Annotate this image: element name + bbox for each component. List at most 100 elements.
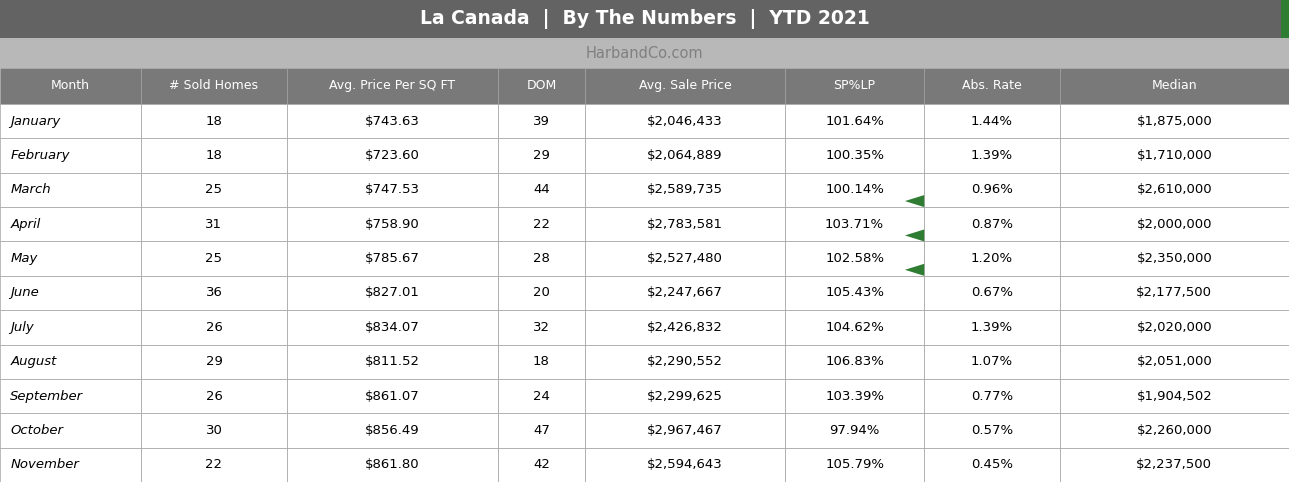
Text: 25: 25 [205,252,223,265]
Text: July: July [10,321,34,334]
Bar [585,207,785,241]
Bar [785,310,924,345]
Bar [924,207,1060,241]
Text: $827.01: $827.01 [365,286,420,299]
Bar [585,379,785,413]
Bar [1060,310,1289,345]
Text: $2,527,480: $2,527,480 [647,252,723,265]
Bar [498,104,585,138]
Text: 0.57%: 0.57% [971,424,1013,437]
Text: 102.58%: 102.58% [825,252,884,265]
Text: 0.77%: 0.77% [971,389,1013,402]
Text: $861.80: $861.80 [365,458,420,471]
Bar [498,173,585,207]
Text: 1.39%: 1.39% [971,149,1013,162]
Bar [785,379,924,413]
Text: 39: 39 [532,115,550,128]
Text: 18: 18 [205,149,223,162]
Text: April: April [10,218,40,231]
Text: 29: 29 [532,149,550,162]
Bar [287,345,498,379]
Text: 36: 36 [205,286,223,299]
Text: 103.39%: 103.39% [825,389,884,402]
Bar [141,448,287,482]
Bar [585,310,785,345]
Bar [924,379,1060,413]
Text: SP%LP: SP%LP [834,80,875,93]
Bar [0,138,141,173]
Text: $2,046,433: $2,046,433 [647,115,723,128]
Bar [141,241,287,276]
Text: Median: Median [1151,80,1197,93]
Text: 1.20%: 1.20% [971,252,1013,265]
Bar [498,345,585,379]
Bar [0,413,141,448]
Bar [585,345,785,379]
Bar [141,138,287,173]
Text: $2,051,000: $2,051,000 [1137,355,1212,368]
Text: # Sold Homes: # Sold Homes [169,80,259,93]
Text: 1.39%: 1.39% [971,321,1013,334]
Text: 103.71%: 103.71% [825,218,884,231]
Text: August: August [10,355,57,368]
Bar [287,173,498,207]
Bar [287,241,498,276]
Bar [0,207,141,241]
Bar [785,68,924,104]
Bar [141,379,287,413]
Text: October: October [10,424,63,437]
Text: September: September [10,389,84,402]
Text: February: February [10,149,70,162]
Bar [287,379,498,413]
Text: $785.67: $785.67 [365,252,420,265]
Text: 31: 31 [205,218,223,231]
Bar [1060,104,1289,138]
Bar [924,276,1060,310]
Bar [141,276,287,310]
Text: $2,783,581: $2,783,581 [647,218,723,231]
Bar [498,138,585,173]
Bar [0,0,1289,38]
Bar [585,413,785,448]
Bar [498,68,585,104]
Text: 29: 29 [205,355,223,368]
Bar [0,68,141,104]
Bar [785,345,924,379]
Bar [1060,68,1289,104]
Text: 28: 28 [532,252,550,265]
Text: $2,247,667: $2,247,667 [647,286,723,299]
Bar [1060,276,1289,310]
Bar [287,68,498,104]
Bar [1060,207,1289,241]
Bar [141,413,287,448]
Bar [785,138,924,173]
Text: $2,237,500: $2,237,500 [1137,458,1212,471]
Bar [585,104,785,138]
Text: $811.52: $811.52 [365,355,420,368]
Text: $2,426,832: $2,426,832 [647,321,723,334]
Bar [785,413,924,448]
Text: November: November [10,458,79,471]
Text: 30: 30 [205,424,223,437]
Text: 22: 22 [532,218,550,231]
Bar [585,276,785,310]
Text: 100.35%: 100.35% [825,149,884,162]
Text: 105.43%: 105.43% [825,286,884,299]
Bar [141,310,287,345]
Text: 47: 47 [532,424,550,437]
Text: Abs. Rate: Abs. Rate [962,80,1022,93]
Text: 20: 20 [532,286,550,299]
Text: 104.62%: 104.62% [825,321,884,334]
Text: 18: 18 [532,355,550,368]
Text: 25: 25 [205,184,223,196]
Bar [924,173,1060,207]
Bar [141,207,287,241]
Bar [498,276,585,310]
Text: March: March [10,184,52,196]
Bar [585,241,785,276]
Bar [0,310,141,345]
Text: January: January [10,115,61,128]
Bar [924,241,1060,276]
Bar [785,241,924,276]
Bar [1060,413,1289,448]
